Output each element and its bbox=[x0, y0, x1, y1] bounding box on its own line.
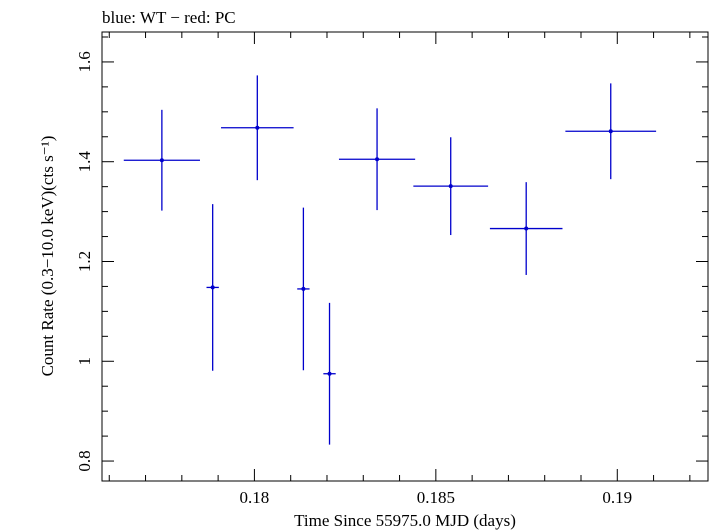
y-tick-label: 1.2 bbox=[75, 251, 94, 272]
data-point bbox=[489, 182, 563, 275]
x-tick-label: 0.19 bbox=[602, 488, 632, 507]
point-marker bbox=[159, 158, 164, 163]
point-marker bbox=[210, 285, 215, 290]
data-point bbox=[338, 108, 416, 211]
y-tick-label: 1.6 bbox=[75, 51, 94, 72]
x-tick-label: 0.185 bbox=[417, 488, 455, 507]
x-axis-title: Time Since 55975.0 MJD (days) bbox=[294, 511, 516, 530]
data-point bbox=[123, 109, 200, 211]
data-point bbox=[221, 75, 294, 181]
data-point bbox=[413, 137, 489, 236]
data-point bbox=[323, 302, 336, 445]
y-axis-ticks bbox=[102, 36, 708, 462]
point-marker bbox=[608, 129, 613, 134]
data-point bbox=[206, 204, 219, 371]
point-marker bbox=[524, 226, 529, 231]
y-tick-label: 1 bbox=[75, 357, 94, 366]
point-marker bbox=[255, 125, 260, 130]
y-axis-tick-labels: 0.8 1 1.2 1.4 1.6 bbox=[75, 51, 94, 471]
point-marker bbox=[301, 286, 306, 291]
data-point bbox=[565, 83, 657, 180]
chart-title: blue: WT − red: PC bbox=[102, 8, 236, 27]
plot-frame bbox=[101, 31, 709, 482]
point-marker bbox=[327, 371, 332, 376]
x-axis-tick-labels: 0.18 0.185 0.19 bbox=[240, 488, 633, 507]
x-tick-label: 0.18 bbox=[240, 488, 270, 507]
y-tick-label: 1.4 bbox=[75, 151, 94, 173]
point-marker bbox=[448, 184, 453, 189]
point-marker bbox=[375, 157, 380, 162]
y-axis-title: Count Rate (0.3−10.0 keV)(cts s⁻¹) bbox=[38, 136, 57, 377]
y-tick-label: 0.8 bbox=[75, 450, 94, 471]
data-point bbox=[297, 207, 310, 371]
data-series bbox=[123, 75, 657, 445]
x-axis-ticks bbox=[108, 32, 691, 481]
